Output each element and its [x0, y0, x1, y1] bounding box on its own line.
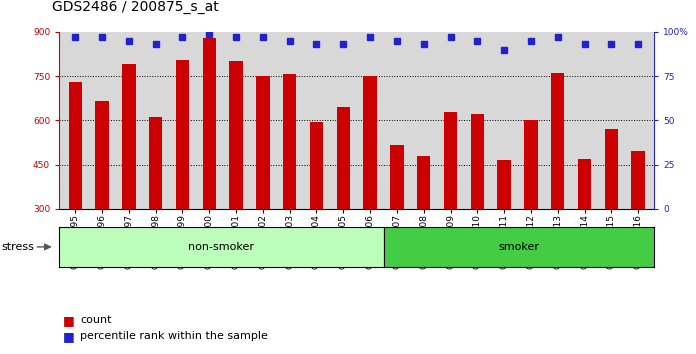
Text: stress: stress: [1, 242, 34, 252]
Bar: [498, 160, 511, 209]
Bar: [524, 120, 537, 209]
Text: GDS2486 / 200875_s_at: GDS2486 / 200875_s_at: [52, 0, 219, 14]
Bar: [149, 118, 162, 209]
Bar: [95, 101, 109, 209]
Bar: [283, 74, 296, 209]
Bar: [631, 152, 645, 209]
Text: percentile rank within the sample: percentile rank within the sample: [80, 331, 268, 341]
Text: ■: ■: [63, 330, 74, 343]
Bar: [122, 64, 136, 209]
Bar: [203, 38, 216, 209]
Bar: [176, 60, 189, 209]
Text: non-smoker: non-smoker: [189, 242, 255, 252]
Bar: [363, 75, 377, 209]
Bar: [230, 61, 243, 209]
Bar: [470, 114, 484, 209]
Bar: [551, 73, 564, 209]
Text: count: count: [80, 315, 111, 325]
Bar: [390, 145, 404, 209]
Bar: [578, 159, 591, 209]
Bar: [417, 156, 430, 209]
Bar: [68, 82, 82, 209]
Bar: [605, 129, 618, 209]
Bar: [310, 122, 323, 209]
Bar: [337, 107, 350, 209]
Text: smoker: smoker: [498, 242, 539, 252]
Bar: [444, 112, 457, 209]
Bar: [256, 75, 269, 209]
Text: ■: ■: [63, 314, 74, 327]
